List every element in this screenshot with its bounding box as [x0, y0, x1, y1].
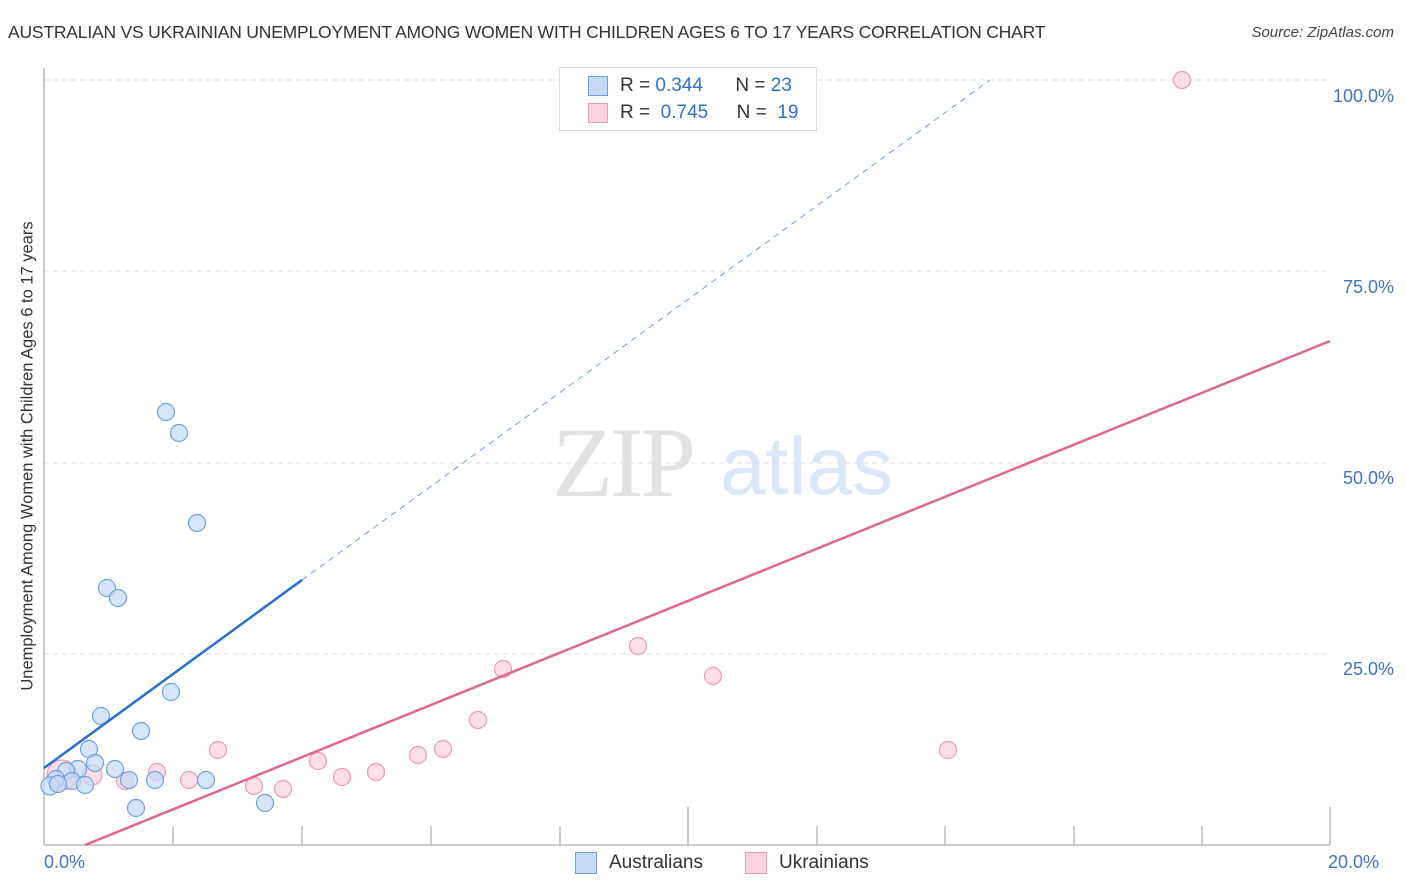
r-value: 0.745 — [660, 102, 709, 123]
x-tick-0: 0.0% — [44, 852, 86, 872]
ukrainians-swatch-icon — [745, 852, 767, 874]
source-label: Source: ZipAtlas.com — [1251, 24, 1394, 41]
australians-trendline-extension — [301, 79, 991, 581]
n-label: N = — [736, 102, 767, 123]
legend-item-ukrainians[interactable]: Ukrainians — [745, 852, 869, 874]
y-tick-75: 75.0% — [1342, 277, 1394, 297]
legend-item-australians[interactable]: Australians — [575, 852, 703, 874]
legend-label: Ukrainians — [779, 852, 869, 873]
correlation-legend: R = 0.344 N = 23 R = 0.745 N = 19 — [559, 67, 817, 131]
x-ticks — [172, 807, 1331, 845]
n-value: 19 — [777, 102, 799, 123]
chart-title: AUSTRALIAN VS UKRAINIAN UNEMPLOYMENT AMO… — [8, 22, 1046, 42]
y-tick-100: 100.0% — [1332, 86, 1394, 106]
r-label: R = — [620, 102, 651, 123]
ukrainians-trendline — [84, 339, 1331, 847]
legend-row-ukrainians: R = 0.745 N = 19 — [588, 101, 798, 125]
ukrainians-swatch-icon — [588, 103, 608, 123]
australians-swatch-icon — [575, 852, 597, 874]
x-tick-20: 20.0% — [1328, 852, 1380, 872]
series-legend: Australians Ukrainians — [575, 852, 911, 874]
y-axis-label: Unemployment Among Women with Children A… — [18, 221, 37, 691]
n-label: N = — [735, 75, 766, 96]
y-tick-25: 25.0% — [1342, 659, 1394, 679]
ukrainians-points — [46, 70, 1192, 799]
australians-trendline — [43, 578, 303, 770]
australians-points — [40, 402, 275, 818]
trendlines — [43, 79, 1331, 847]
y-tick-50: 50.0% — [1342, 468, 1394, 488]
watermark-atlas: atlas — [720, 421, 894, 512]
gridlines — [44, 79, 1330, 655]
n-value: 23 — [770, 75, 792, 96]
australians-swatch-icon — [588, 76, 608, 96]
legend-label: Australians — [609, 852, 703, 873]
r-value: 0.344 — [655, 75, 703, 96]
legend-row-australians: R = 0.344 N = 23 — [588, 74, 792, 98]
axes — [43, 68, 1330, 846]
r-label: R = — [620, 75, 651, 96]
